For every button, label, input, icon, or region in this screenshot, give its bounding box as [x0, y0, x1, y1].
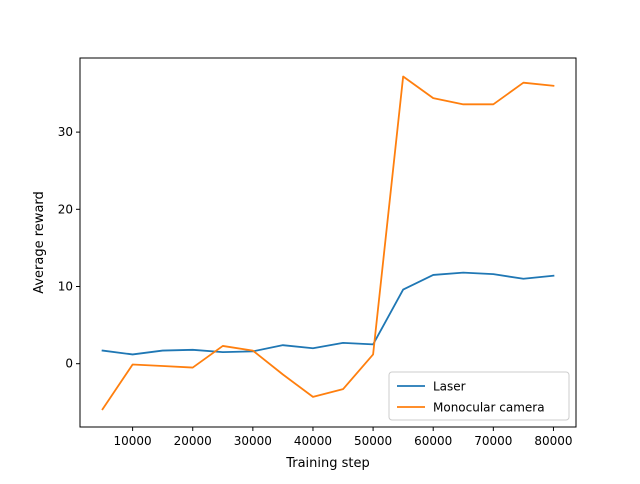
x-tick-label: 30000: [234, 434, 272, 448]
legend: Laser Monocular camera: [388, 371, 570, 421]
x-tick-label: 60000: [414, 434, 452, 448]
x-tick-label: 20000: [174, 434, 212, 448]
x-axis-label: Training step: [285, 456, 370, 471]
y-axis-ticks: 0 10 20 30: [58, 125, 80, 371]
series-line-laser: [101, 271, 555, 356]
x-tick-label: 10000: [114, 434, 152, 448]
y-tick-label: 10: [58, 280, 73, 294]
legend-box: [388, 371, 570, 421]
series-line-monocular-camera: [101, 75, 555, 411]
y-tick-label: 20: [58, 202, 73, 216]
legend-label: Laser: [433, 380, 466, 394]
y-tick-label: 30: [58, 125, 73, 139]
axes-frame: [79, 57, 577, 428]
x-tick-label: 50000: [354, 434, 392, 448]
series-layer: [101, 75, 555, 411]
y-tick-label: 0: [65, 357, 73, 371]
legend-label: Monocular camera: [433, 401, 545, 415]
x-tick-label: 40000: [294, 434, 332, 448]
x-axis-ticks: 10000 20000 30000 40000 50000 60000 70000 80000: [114, 427, 573, 448]
x-tick-label: 70000: [474, 434, 512, 448]
x-tick-label: 80000: [534, 434, 572, 448]
y-axis-label: Average reward: [32, 191, 47, 294]
